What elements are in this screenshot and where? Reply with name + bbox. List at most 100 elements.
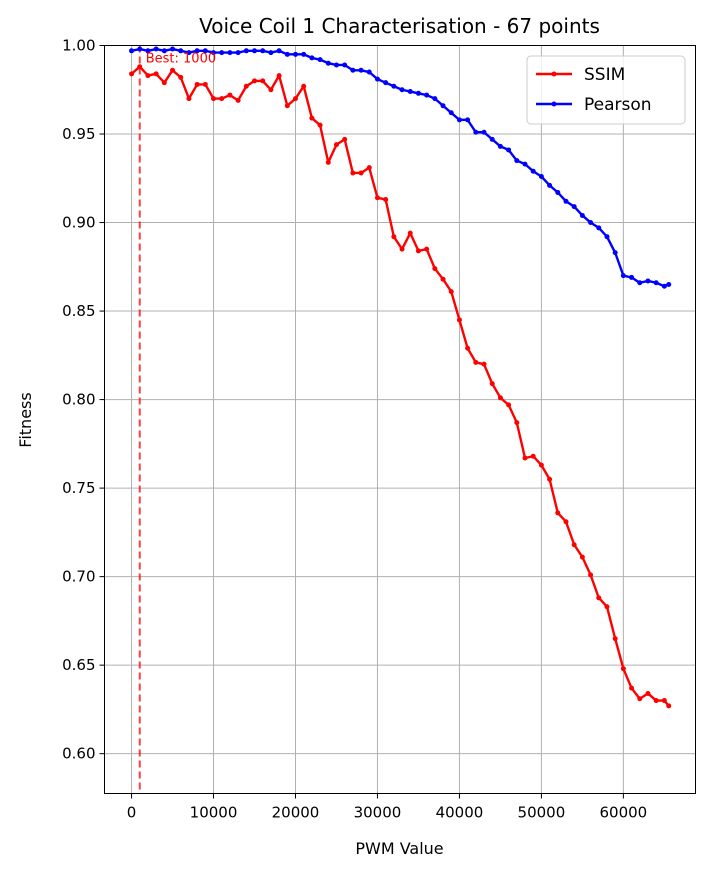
x-tick-label: 0 (127, 804, 137, 822)
legend-label: SSIM (584, 65, 625, 85)
data-point (284, 103, 290, 109)
data-point (424, 246, 430, 252)
data-point (219, 50, 225, 56)
plot-frame (104, 45, 696, 794)
data-point (317, 122, 323, 128)
data-point (424, 92, 430, 98)
data-point (456, 317, 462, 323)
ticks: 0 10000 20000 30000 40000 50000 60000 0.60 0.65 0… (62, 37, 647, 822)
legend-label: Pearson (584, 95, 652, 115)
data-point (604, 604, 610, 610)
data-point (202, 81, 208, 87)
data-point (235, 50, 241, 56)
data-point (456, 117, 462, 123)
data-point (522, 455, 528, 461)
data-point (473, 129, 479, 135)
data-point (342, 136, 348, 142)
data-point (579, 212, 585, 218)
data-point (661, 283, 667, 289)
data-point (383, 197, 389, 203)
data-point (571, 204, 577, 210)
y-tick-label: 0.65 (62, 656, 95, 674)
data-point (391, 234, 397, 240)
best-value-annotation: Best: 1000 (146, 52, 216, 67)
data-point (366, 165, 372, 171)
data-point (612, 636, 618, 642)
data-point (260, 48, 266, 54)
data-point (194, 48, 200, 54)
data-point (170, 46, 176, 52)
data-point (415, 248, 421, 254)
y-tick-label: 0.60 (62, 745, 95, 763)
data-point (407, 89, 413, 95)
data-point (309, 55, 315, 61)
data-point (358, 67, 364, 73)
data-point (391, 83, 397, 89)
data-point (268, 87, 274, 93)
data-point (596, 225, 602, 231)
data-point (366, 69, 372, 75)
data-point (383, 80, 389, 86)
data-point (227, 92, 233, 98)
data-point (358, 170, 364, 176)
legend-marker (551, 101, 557, 107)
data-point (637, 696, 643, 702)
data-point (440, 103, 446, 109)
data-point (399, 246, 405, 252)
data-point (563, 198, 569, 204)
y-tick-label: 1.00 (62, 37, 95, 55)
data-point (374, 76, 380, 82)
data-point (374, 195, 380, 201)
data-point (129, 71, 135, 77)
data-point (497, 395, 503, 401)
y-tick-label: 0.80 (62, 391, 95, 409)
data-point (194, 81, 200, 87)
data-point (333, 142, 339, 148)
data-point (497, 143, 503, 149)
data-point (145, 73, 151, 79)
grid (104, 45, 696, 794)
data-point (547, 182, 553, 188)
data-point (465, 345, 471, 351)
data-point (588, 220, 594, 226)
data-point (350, 170, 356, 176)
data-point (555, 189, 561, 195)
data-point (129, 48, 135, 54)
data-point (301, 51, 307, 57)
y-tick-label: 0.70 (62, 568, 95, 586)
data-point (309, 115, 315, 121)
data-point (252, 48, 258, 54)
data-point (333, 62, 339, 68)
data-point (596, 595, 602, 601)
data-point (563, 519, 569, 525)
data-point (571, 542, 577, 548)
data-point (448, 110, 454, 116)
data-point (530, 453, 536, 459)
data-point (547, 476, 553, 482)
data-point (666, 282, 672, 288)
data-point (137, 64, 143, 70)
data-point (211, 96, 217, 102)
data-point (350, 67, 356, 73)
data-point (235, 97, 241, 103)
x-axis-label: PWM Value (355, 839, 443, 858)
data-point (153, 46, 159, 52)
data-point (415, 90, 421, 96)
data-point (637, 280, 643, 286)
data-point (243, 48, 249, 54)
data-point (481, 361, 487, 367)
chart-title: Voice Coil 1 Characterisation - 67 point… (199, 14, 600, 38)
data-point (301, 83, 307, 89)
y-tick-label: 0.95 (62, 125, 95, 143)
y-tick-label: 0.75 (62, 479, 95, 497)
data-point (514, 158, 520, 164)
data-point (325, 159, 331, 165)
data-point (653, 698, 659, 704)
data-point (489, 136, 495, 142)
data-point (432, 96, 438, 102)
data-point (666, 703, 672, 709)
x-tick-label: 40000 (436, 804, 484, 822)
y-axis-label: Fitness (16, 392, 35, 447)
data-point (661, 698, 667, 704)
x-tick-label: 60000 (600, 804, 648, 822)
